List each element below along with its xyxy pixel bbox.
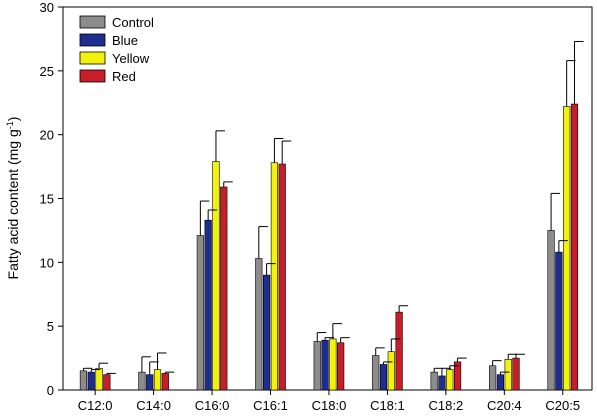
bar-blue-C14:0: [146, 374, 154, 391]
bar-blue-C20:4: [496, 374, 505, 391]
legend: Control Blue Yellow Red: [79, 15, 154, 84]
legend-label-control: Control: [112, 15, 154, 30]
legend-swatch-red: [79, 69, 106, 83]
bar-red-C14:0: [161, 373, 169, 391]
bar-yellow-C18:1: [387, 351, 395, 391]
bar-control-C20:4: [489, 365, 497, 391]
y-tick-label: 15: [40, 192, 54, 207]
bar-yellow-C20:4: [504, 359, 512, 391]
x-axis: C12:0 C14:0 C16:0 C16:1 C18:0 C18:1 C18:2 C20:4…: [78, 390, 580, 413]
bar-yellow-C14:0: [153, 369, 162, 391]
x-tick-label: C20:5: [545, 398, 580, 413]
y-tick-label: 5: [47, 319, 54, 334]
bar-control-C18:2: [430, 371, 438, 391]
bar-blue-C12:0: [87, 371, 95, 391]
x-tick-label: C14:0: [136, 398, 171, 413]
x-tick-label: C18:0: [312, 398, 347, 413]
bar-red-C20:5: [570, 103, 579, 391]
x-tick-label: C12:0: [78, 398, 113, 413]
bar-red-C16:0: [220, 186, 228, 391]
bar-red-C20:4: [512, 357, 520, 391]
x-tick-label: C20:4: [487, 398, 522, 413]
y-tick-label: 0: [47, 383, 54, 398]
bar-yellow-C20:5: [563, 106, 571, 391]
bar-yellow-C12:0: [95, 367, 103, 391]
bar-red-C12:0: [103, 374, 111, 391]
x-tick-label: C16:1: [253, 398, 288, 413]
legend-label-red: Red: [112, 69, 136, 84]
bar-yellow-C18:0: [329, 338, 337, 391]
bar-control-C16:1: [255, 258, 263, 391]
y-tick-label: 20: [40, 128, 54, 143]
bar-blue-C16:1: [263, 274, 271, 391]
bar-blue-C18:2: [438, 375, 446, 391]
x-tick-label: C18:2: [429, 398, 464, 413]
x-tick-label: C18:1: [370, 398, 405, 413]
error-bars: [82, 40, 584, 376]
y-axis-title: Fatty acid content (mg g-1): [5, 117, 21, 280]
legend-label-yellow: Yellow: [112, 51, 150, 66]
bars: [79, 103, 579, 391]
bar-control-C18:0: [313, 341, 321, 391]
y-tick-label: 30: [40, 0, 54, 15]
legend-swatch-blue: [79, 33, 106, 47]
bar-control-C14:0: [138, 371, 146, 391]
y-tick-label: 10: [40, 255, 54, 270]
bar-blue-C18:1: [379, 364, 388, 391]
bar-blue-C16:0: [204, 219, 212, 391]
bar-yellow-C18:2: [446, 369, 454, 391]
bar-blue-C20:5: [555, 251, 563, 391]
bar-blue-C18:0: [321, 339, 329, 391]
bar-yellow-C16:1: [270, 162, 279, 391]
legend-swatch-yellow: [79, 51, 106, 65]
y-axis: 0 5 10 15 20 25 30: [40, 0, 63, 398]
bar-red-C16:1: [278, 163, 286, 391]
bar-control-C18:1: [372, 355, 380, 391]
legend-swatch-control: [79, 15, 106, 29]
y-tick-label: 25: [40, 64, 54, 79]
bar-red-C18:0: [337, 342, 345, 391]
bar-control-C12:0: [79, 370, 88, 391]
bar-control-C16:0: [196, 235, 204, 391]
legend-label-blue: Blue: [112, 33, 138, 48]
bar-control-C20:5: [547, 230, 555, 391]
x-tick-label: C16:0: [195, 398, 230, 413]
bar-red-C18:1: [395, 311, 403, 391]
bar-yellow-C16:0: [212, 161, 220, 391]
